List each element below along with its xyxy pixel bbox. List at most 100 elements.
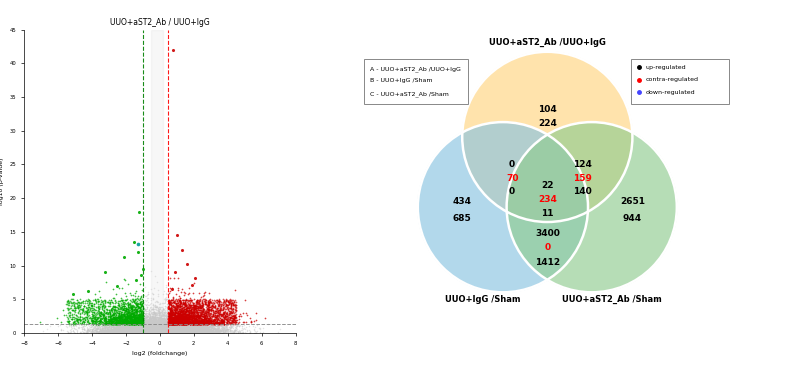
Point — [182, 318, 195, 324]
Point — [177, 314, 189, 320]
Point — [134, 315, 147, 321]
Point — [188, 327, 201, 333]
Point — [194, 328, 207, 334]
Point — [173, 324, 185, 330]
Point — [176, 309, 189, 315]
Point — [156, 330, 169, 336]
Point — [101, 326, 113, 332]
Point — [130, 327, 143, 333]
Point — [121, 326, 133, 332]
Point — [147, 330, 160, 336]
Point — [111, 325, 124, 331]
Point — [229, 299, 242, 305]
Point — [193, 313, 206, 319]
Point — [161, 322, 173, 328]
Point — [150, 319, 163, 325]
Point — [118, 314, 131, 320]
Point — [171, 304, 184, 310]
Point — [144, 329, 157, 335]
Point — [144, 318, 157, 324]
Point — [162, 327, 175, 333]
Point — [193, 324, 205, 330]
Point — [133, 320, 146, 326]
Point — [105, 319, 117, 324]
Point — [166, 328, 179, 334]
Point — [118, 330, 131, 336]
Point — [138, 330, 151, 336]
Point — [178, 326, 191, 332]
Point — [152, 320, 165, 326]
Point — [119, 316, 132, 322]
Point — [142, 322, 155, 328]
Point — [169, 329, 182, 335]
Point — [124, 313, 137, 319]
Point — [199, 329, 212, 335]
Point — [138, 329, 151, 334]
Point — [140, 324, 153, 330]
Point — [165, 315, 178, 321]
Point — [153, 320, 165, 326]
Point — [151, 320, 164, 326]
Point — [162, 322, 175, 328]
Point — [144, 322, 157, 328]
Point — [144, 325, 157, 331]
Point — [77, 324, 89, 330]
Point — [141, 320, 154, 326]
Point — [169, 315, 182, 321]
Point — [194, 329, 207, 335]
Point — [169, 309, 181, 315]
Point — [181, 326, 193, 332]
Point — [150, 318, 163, 324]
Point — [79, 314, 92, 320]
Point — [172, 324, 185, 330]
Point — [187, 317, 200, 323]
Point — [165, 330, 177, 336]
Point — [138, 327, 151, 333]
Point — [136, 312, 149, 318]
Point — [165, 329, 178, 335]
Point — [74, 310, 86, 316]
Point — [168, 327, 181, 333]
Point — [124, 325, 137, 331]
Point — [172, 327, 185, 333]
Point — [151, 329, 164, 335]
Point — [169, 329, 181, 334]
Point — [165, 322, 177, 328]
Point — [138, 328, 151, 334]
Point — [177, 318, 190, 324]
Point — [177, 323, 190, 329]
Point — [168, 322, 181, 328]
Point — [146, 320, 159, 326]
Point — [186, 316, 199, 322]
Point — [93, 328, 105, 334]
Point — [211, 322, 224, 328]
Point — [161, 328, 173, 334]
Point — [124, 329, 137, 335]
Point — [158, 321, 171, 327]
Point — [193, 326, 205, 332]
Point — [169, 327, 181, 333]
Point — [157, 315, 169, 321]
Point — [216, 330, 229, 336]
Point — [167, 324, 180, 330]
Point — [68, 319, 81, 325]
Point — [81, 298, 93, 304]
Point — [132, 325, 145, 331]
Point — [197, 312, 210, 318]
Point — [225, 323, 238, 329]
Point — [147, 329, 160, 335]
Point — [190, 298, 203, 304]
Point — [154, 329, 167, 335]
Point — [175, 312, 188, 318]
Point — [146, 330, 159, 336]
Point — [128, 325, 141, 331]
Point — [113, 310, 125, 316]
Point — [156, 327, 169, 333]
Point — [181, 327, 194, 333]
Point — [73, 307, 85, 313]
Point — [193, 330, 206, 336]
Point — [148, 330, 161, 336]
Point — [149, 327, 161, 333]
Point — [151, 320, 164, 326]
Point — [207, 328, 220, 334]
